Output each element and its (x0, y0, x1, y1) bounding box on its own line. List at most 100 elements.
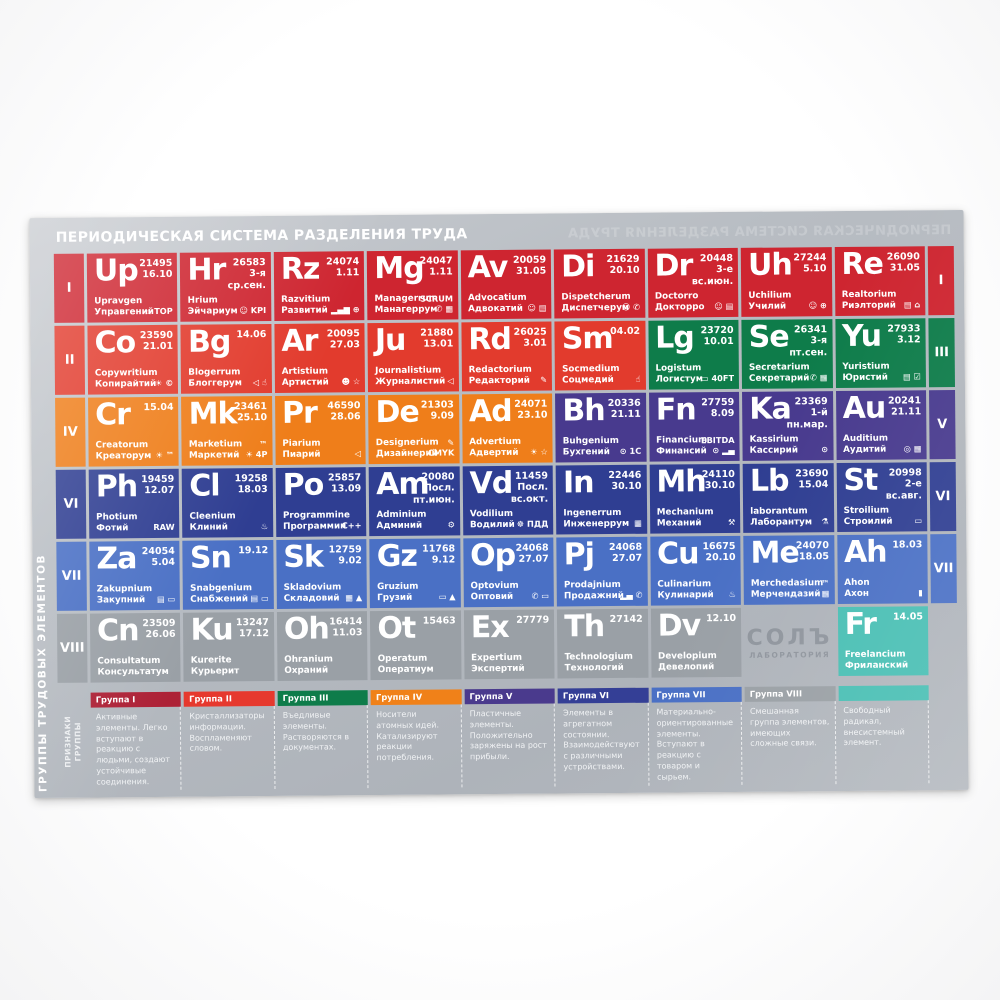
element-names: Vodilium Водилий (470, 509, 515, 530)
element-russian-name: Маркетий (188, 449, 240, 461)
element-names: Zakupnium Закупний (97, 584, 153, 605)
element-symbol: Sk (283, 539, 324, 575)
legend-group-description: Носители атомных идей. Катализируют реак… (371, 704, 463, 788)
element-numbers: 23369 1-й пн.мар. (786, 396, 828, 431)
element-bh: Bh 20336 21.11 Buhgenium Бухгений ⊙ 1C (555, 392, 647, 463)
element-symbol: Ah (843, 534, 887, 570)
element-symbol: Ad (468, 393, 512, 430)
element-de: De 21303 9.09 Designerium Дизайнерий ✎ CMYK (368, 394, 460, 465)
element-russian-name: Эйчариум (187, 305, 238, 317)
legend-group-description: Смешанная группа элементов, имеющих слож… (744, 701, 837, 785)
element-russian-name: Кулинарий (657, 589, 714, 601)
group-legend: ПРИЗНАКИ ГРУППЫ Группа I Активные элемент… (58, 685, 959, 791)
element-icons: ▭ 40FT (700, 373, 735, 384)
period-label-right: I (927, 246, 955, 316)
element-names: Expertium Экспертий (471, 653, 525, 674)
element-ad: Ad 24071 23.10 Advertium Адвертий ☀ ☆ (461, 393, 553, 464)
element-latin-name: Ingenerrum (563, 508, 622, 519)
element-latin-name: Advocatium (467, 293, 527, 304)
element-names: Freelancium Фриланский (844, 649, 908, 671)
element-latin-name: Snabgenium (190, 583, 253, 594)
element-numbers: 20080 Посл. пт.июн. (412, 471, 455, 506)
element-icons: ▦ (634, 517, 642, 528)
element-av: Av 20059 31.05 Advocatium Адвокатий ☺ ▤ (460, 249, 552, 320)
element-latin-name: Yuristium (842, 361, 890, 373)
element-symbol: Gz (376, 538, 418, 575)
element-icons: ◁ (354, 448, 361, 459)
element-latin-name: Skladovium (283, 582, 342, 594)
element-symbol: Ar (281, 323, 318, 359)
element-names: Gruzium Грузий (377, 582, 419, 603)
element-lg: Lg 23720 10.01 Logistum Логистум ▭ 40FT (648, 319, 740, 390)
element-names: Artistium Артистий (282, 367, 329, 388)
element-latin-name: Optovium (470, 581, 519, 592)
element-russian-name: Соцмедий (562, 374, 614, 386)
element-op: Op 24068 27.07 Optovium Оптовий ✆ ▭ (463, 537, 555, 608)
element-icons: ✎ (540, 374, 548, 385)
element-russian-name: Снабжений (190, 593, 249, 605)
element-symbol: Lg (655, 320, 694, 356)
element-russian-name: Механий (656, 517, 702, 529)
legend-group-label (838, 685, 929, 702)
element-names: Doctorro Докторро (655, 291, 705, 313)
element-icons: ✆ ▭ (531, 590, 550, 601)
element-icons: ◁ (447, 375, 454, 386)
element-latin-name: Uchilium (748, 290, 792, 302)
element-names: Piarium Пиарий (282, 439, 320, 460)
element-up: Up 21495 16.10 Upravgen Управгений ☝ TOP (86, 252, 178, 323)
element-symbol: Au (842, 390, 886, 426)
element-sn: Sn 19.12 Snabgenium Снабжений ▤ ▭ (182, 539, 274, 610)
element-numbers: 24054 5.04 (141, 545, 175, 569)
element-latin-name: Adminium (376, 509, 427, 521)
element-icons: ▂▄▆ ⊕ (330, 304, 360, 315)
element-latin-name: Prodajnium (563, 580, 621, 591)
element-numbers: 18.03 (892, 539, 923, 551)
element-icons: ☺ ▤ (714, 301, 734, 312)
element-russian-name: Строилий (843, 516, 893, 527)
element-icons: ™ ▦ (821, 578, 830, 599)
element-icons: C++ (341, 520, 362, 531)
element-russian-name: Юристий (842, 372, 888, 383)
element-russian-name: Бухгений (562, 446, 610, 458)
element-symbol: Mk (188, 396, 237, 432)
element-icons: ™ ☀ 4P (245, 439, 268, 460)
element-symbol: Th (564, 609, 605, 645)
element-russian-name: Адвокатий (468, 303, 523, 314)
element-latin-name: Realtorium (841, 289, 897, 301)
element-names: Mechanium Механий (657, 507, 714, 528)
element-numbers: 26341 3-я пт.сен. (789, 324, 828, 359)
element-latin-name: Developium (657, 651, 717, 662)
element-latin-name: Dispetcherum (561, 292, 631, 303)
element-numbers: 20059 31.05 (512, 254, 547, 278)
element-lb: Lb 23690 15.04 laborantum Лаборантум ⚗ (742, 463, 834, 533)
element-numbers: 23720 10.01 (700, 324, 734, 348)
element-latin-name: Photium (96, 512, 138, 523)
element-numbers: 14.05 (892, 611, 924, 623)
element-numbers: 15.04 (143, 401, 174, 414)
element-ku: Ku 13247 17.12 Kurerite Курьерит (183, 611, 275, 682)
element-names: Advocatium Адвокатий (468, 293, 527, 314)
element-names: Buhgenium Бухгений (563, 436, 619, 457)
element-latin-name: Advertium (469, 437, 522, 448)
element-names: Cleenium Клиний (189, 512, 235, 533)
element-russian-name: Артистий (281, 377, 329, 388)
legend-group-description: Материально-ориентированные элементы. Вс… (651, 701, 743, 786)
element-icons: SCRUM ✆ ▦ (419, 293, 454, 314)
element-names: Ahon Ахон (844, 578, 870, 599)
element-latin-name: Gruzium (377, 581, 419, 593)
brand-logo: СОЛЪ ЛАБОРАТОРИЯ (744, 607, 835, 677)
element-russian-name: Диспетчерум (561, 302, 630, 314)
element-russian-name: Училий (748, 301, 787, 312)
element-names: Creatorum Креаторум (95, 440, 151, 461)
element-names: laborantum Лаборантум (750, 507, 812, 528)
element-sk: Sk 12759 9.02 Skladovium Складовий ▦ ▲ (276, 539, 368, 609)
element-numbers: 27759 8.09 (701, 396, 735, 420)
element-symbol: Di (560, 249, 595, 285)
element-numbers: 14.06 (236, 329, 267, 341)
element-latin-name: Freelancium (844, 649, 906, 661)
element-numbers: 21303 9.09 (420, 399, 455, 422)
element-uh: Uh 27244 5.10 Uchilium Училий ☺ ⊕ (740, 247, 832, 317)
element-latin-name: Operatum (377, 653, 428, 665)
element-numbers: 24071 23.10 (514, 398, 548, 422)
legend-group-description: Кристаллизаторы информации. Воспламеняют… (184, 705, 276, 790)
